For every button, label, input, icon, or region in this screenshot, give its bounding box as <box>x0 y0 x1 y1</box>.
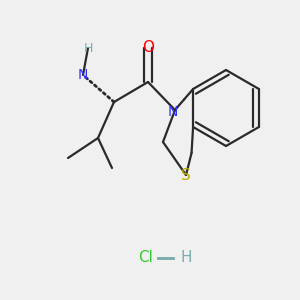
Text: N: N <box>168 105 178 119</box>
Text: S: S <box>181 167 191 182</box>
Text: N: N <box>78 68 88 82</box>
Text: H: H <box>180 250 191 266</box>
Text: O: O <box>142 40 154 56</box>
Text: Cl: Cl <box>138 250 153 266</box>
Text: H: H <box>83 41 93 55</box>
